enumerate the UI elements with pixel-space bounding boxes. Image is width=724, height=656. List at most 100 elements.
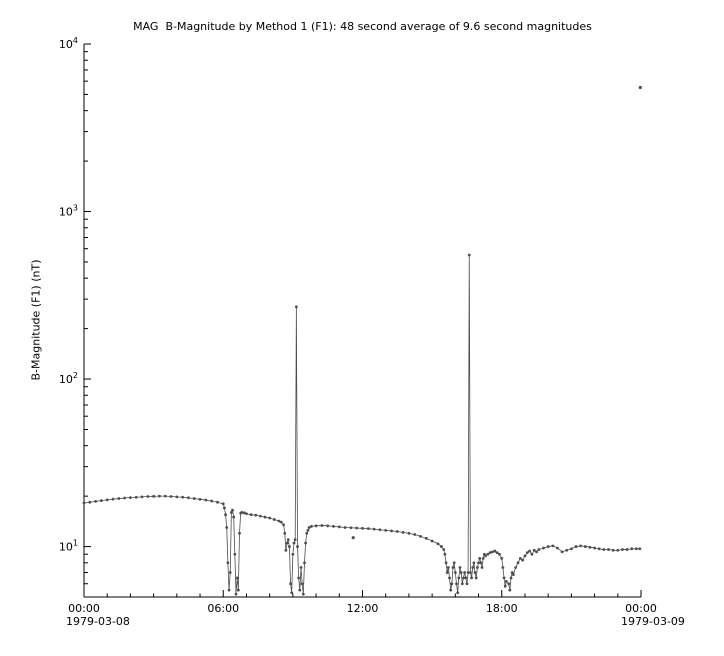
data-point — [94, 500, 97, 503]
data-point — [227, 588, 231, 592]
data-point — [467, 253, 471, 257]
data-point — [210, 499, 214, 503]
data-point — [625, 548, 629, 551]
data-point — [502, 576, 506, 580]
data-point — [105, 498, 109, 502]
data-point — [361, 526, 364, 530]
data-point — [472, 561, 476, 565]
data-point — [430, 539, 434, 543]
data-point — [474, 576, 478, 580]
chart-title: MAG B-Magnitude by Method 1 (F1): 48 sec… — [133, 20, 592, 33]
data-point — [283, 531, 287, 535]
data-point — [279, 520, 283, 524]
data-point — [225, 526, 229, 529]
x-tick-label: 18:00 — [486, 602, 518, 615]
y-tick-label: 103 — [59, 204, 78, 219]
data-point — [146, 495, 150, 498]
data-point — [297, 576, 301, 580]
data-point — [355, 526, 359, 530]
data-point — [457, 576, 461, 580]
data-point — [634, 547, 638, 551]
data-point — [192, 497, 196, 500]
data-point — [314, 524, 318, 528]
x-tick-label: 00:00 — [68, 602, 100, 615]
data-point — [537, 548, 541, 551]
data-point — [462, 576, 465, 580]
data-point — [234, 592, 238, 596]
data-point — [424, 536, 428, 540]
data-point — [449, 588, 453, 592]
data-point — [291, 552, 295, 556]
data-point — [140, 495, 144, 499]
data-point — [307, 526, 311, 529]
data-point — [514, 566, 518, 569]
data-point — [343, 526, 347, 529]
data-point — [285, 541, 289, 545]
outlier-data-point — [351, 536, 355, 540]
x-tick-label: 00:00 — [625, 602, 657, 615]
data-point — [504, 579, 508, 583]
data-point — [523, 554, 527, 558]
data-point — [304, 541, 308, 545]
data-point — [419, 535, 422, 538]
data-point — [510, 571, 514, 574]
data-point — [456, 591, 460, 595]
y-axis-label: B-Magnitude (F1) (nT) — [29, 259, 43, 381]
data-point — [479, 561, 483, 565]
data-point — [574, 545, 578, 548]
data-point — [232, 515, 236, 519]
data-point — [498, 552, 501, 556]
data-point — [455, 582, 458, 586]
data-point — [465, 582, 469, 586]
data-point — [286, 538, 290, 542]
data-point — [395, 530, 399, 533]
data-point — [300, 582, 304, 586]
data-point — [226, 561, 230, 565]
data-point — [233, 552, 237, 556]
data-point — [187, 496, 190, 500]
data-point — [238, 531, 241, 535]
data-series — [82, 85, 642, 596]
data-point — [593, 546, 596, 550]
data-point — [458, 566, 462, 569]
data-point — [525, 551, 529, 555]
data-point — [478, 556, 482, 560]
data-point — [491, 550, 494, 554]
data-point — [303, 561, 306, 565]
data-point — [216, 500, 219, 504]
data-point — [460, 582, 464, 586]
data-point — [117, 497, 121, 500]
data-point — [532, 548, 536, 552]
data-point — [123, 496, 127, 500]
data-point — [500, 556, 504, 560]
data-point — [535, 550, 538, 554]
data-point — [602, 548, 606, 551]
y-tick-label: 101 — [59, 539, 78, 554]
data-point — [484, 554, 487, 558]
data-point — [293, 538, 297, 542]
data-point — [621, 548, 624, 551]
data-point — [277, 519, 281, 523]
data-point — [638, 547, 642, 551]
data-point — [611, 548, 615, 552]
data-point — [310, 524, 313, 528]
data-point — [301, 592, 305, 596]
data-point — [542, 546, 545, 550]
data-point — [268, 516, 272, 520]
data-point — [436, 542, 440, 546]
data-point — [263, 515, 267, 519]
data-point — [473, 571, 477, 574]
data-point — [111, 497, 115, 501]
data-point — [466, 571, 470, 574]
data-point — [508, 588, 512, 592]
data-point — [560, 550, 564, 554]
data-point — [453, 571, 457, 574]
data-point — [521, 558, 525, 562]
data-point — [245, 512, 248, 516]
data-point — [493, 549, 497, 553]
data-point — [442, 548, 446, 551]
data-point — [242, 511, 246, 515]
data-point — [556, 546, 559, 550]
data-point — [588, 545, 592, 549]
